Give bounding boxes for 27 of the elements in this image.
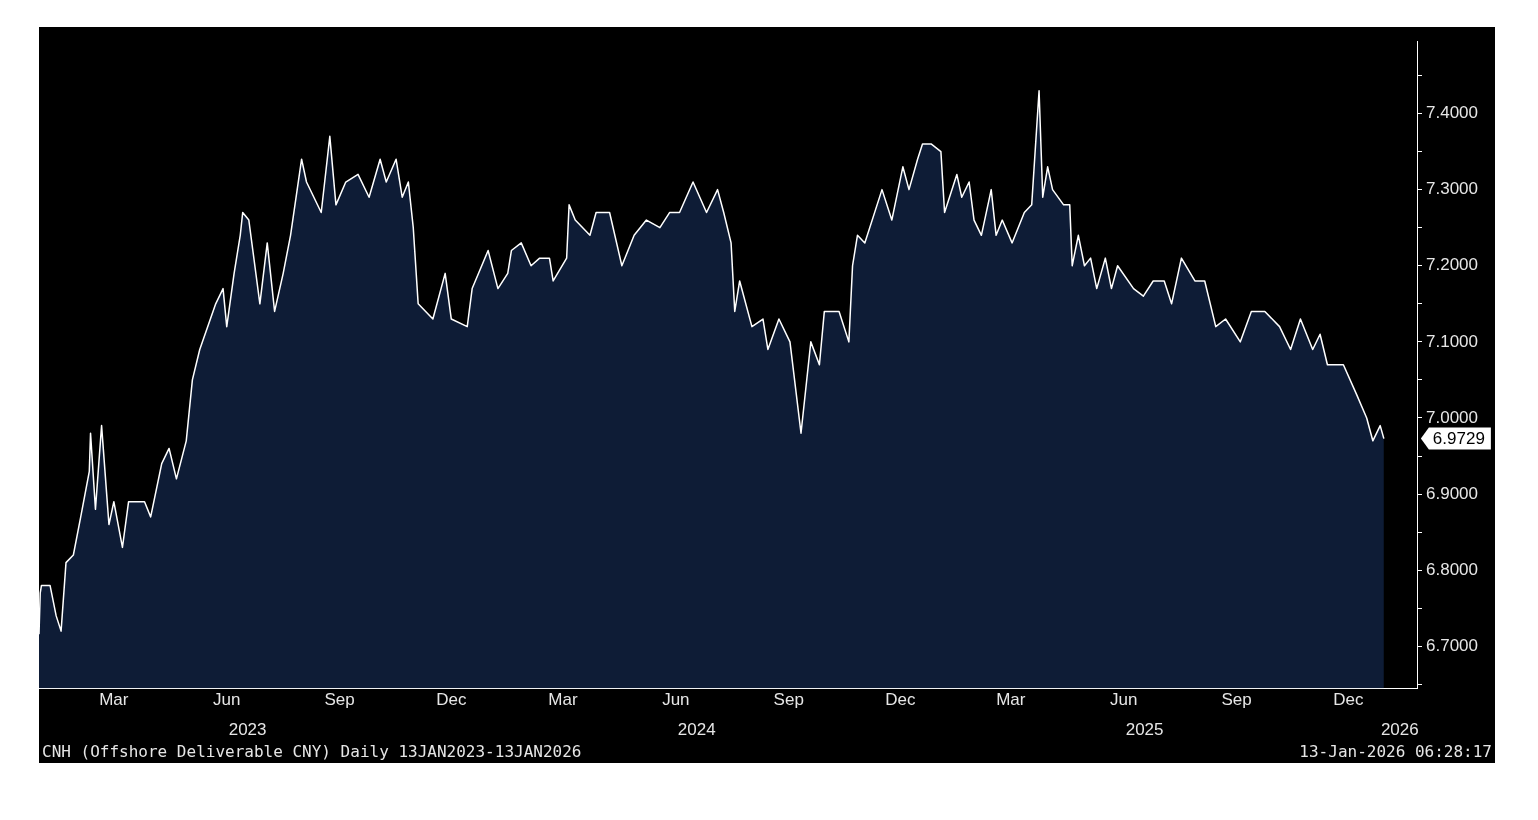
x-tick-label: Sep [1221,690,1252,710]
text: CNH (Offshore Deliverable CNY) Daily 13JAN2023-13JAN2026 [42,742,582,762]
x2-tick-label: 2025 [1125,720,1164,740]
y-tick-label: 6.8000 [1426,559,1478,579]
y-tick-label: 6.9000 [1426,483,1478,503]
x-tick-label: Jun [213,690,241,710]
x2-tick-label: 2023 [228,720,267,740]
x-tick-label: Dec [885,690,917,710]
x2-tick-label: 2024 [677,720,716,740]
y-tick-label: 7.2000 [1426,255,1478,275]
x2-tick-label: 2026 [1380,720,1419,740]
y-tick-label: 7.0000 [1426,407,1478,427]
x-tick-label: Sep [773,690,804,710]
y-tick-label: 7.1000 [1426,331,1478,351]
x-tick-label: Jun [662,690,690,710]
x-tick-label: Mar [996,690,1026,710]
y-tick-label: 6.7000 [1426,636,1478,656]
text: 13-Jan-2026 06:28:17 [1299,742,1492,762]
x-tick-label: Sep [324,690,355,710]
x-tick-label: Jun [1110,690,1138,710]
x-tick-label: Dec [1333,690,1364,710]
x-tick-label: Mar [548,690,578,710]
y-tick-label: 7.3000 [1426,179,1478,199]
x-tick-label: Dec [436,690,467,710]
x-tick-label: Mar [99,690,129,710]
annotation: 6.9729 [1432,429,1485,449]
y-tick-label: 7.4000 [1426,103,1478,123]
